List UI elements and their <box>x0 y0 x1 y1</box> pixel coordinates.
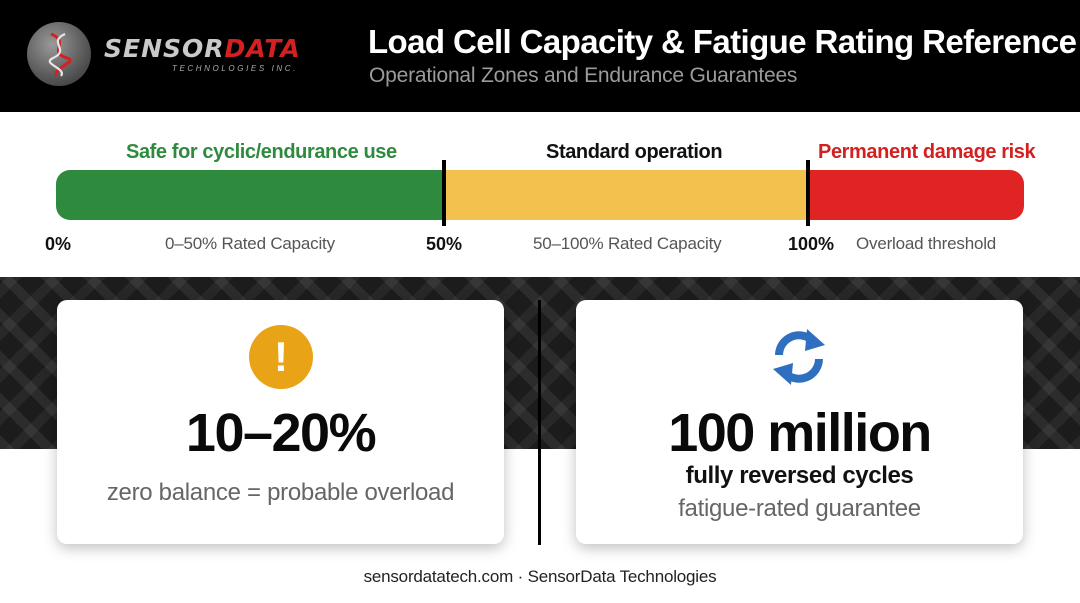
refresh-cycle-icon <box>773 329 825 385</box>
capacity-zone-bar <box>56 170 1024 220</box>
page-subtitle: Operational Zones and Endurance Guarante… <box>369 64 798 87</box>
zone-segment-safe <box>56 170 444 220</box>
footer-credit: sensordatatech.com · SensorData Technolo… <box>0 565 1080 589</box>
zone-label-damage: Permanent damage risk <box>818 141 1036 163</box>
tick-0-percent: 0% <box>45 234 72 254</box>
overload-caption: zero balance = probable overload <box>106 479 455 506</box>
zone-segment-damage <box>809 170 1024 220</box>
divider-50-percent <box>442 160 446 226</box>
fatigue-card: 100 million fully reversed cycles fatigu… <box>576 300 1023 544</box>
zone-label-standard: Standard operation <box>546 141 723 163</box>
logo-tagline: TECHNOLOGIES INC. <box>172 64 298 73</box>
page-title: Load Cell Capacity & Fatigue Rating Refe… <box>368 23 1077 60</box>
fatigue-caption: fatigue-rated guarantee <box>678 495 921 522</box>
footer-company: SensorData Technologies <box>527 567 717 586</box>
logo-emblem <box>27 22 91 86</box>
tick-50-percent: 50% <box>426 234 463 254</box>
overload-card: ! 10–20% zero balance = probable overloa… <box>57 300 504 544</box>
header-banner: SENSORDATA TECHNOLOGIES INC. Load Cell C… <box>0 0 1080 112</box>
zone-segment-standard <box>444 170 809 220</box>
range-text-safe: 0–50% Rated Capacity <box>165 234 335 253</box>
logo-word-sensor: SENSOR <box>104 34 225 63</box>
range-text-damage: Overload threshold <box>856 234 997 253</box>
logo-wordmark: SENSORDATA <box>104 34 301 64</box>
footer-separator: · <box>517 567 524 586</box>
exclamation-circle-icon: ! <box>249 325 313 389</box>
card-separator-line <box>538 300 541 545</box>
overload-value: 10–20% <box>185 403 377 463</box>
tick-100-percent: 100% <box>788 234 835 254</box>
divider-100-percent <box>806 160 810 226</box>
range-text-standard: 50–100% Rated Capacity <box>533 234 722 253</box>
footer-site: sensordatatech.com <box>363 567 514 586</box>
logo-word-data: DATA <box>224 34 301 63</box>
zone-label-safe: Safe for cyclic/endurance use <box>126 141 397 163</box>
fatigue-value: 100 million <box>668 403 932 463</box>
fatigue-caption-bold: fully reversed cycles <box>685 462 914 489</box>
helix-icon <box>48 32 72 77</box>
